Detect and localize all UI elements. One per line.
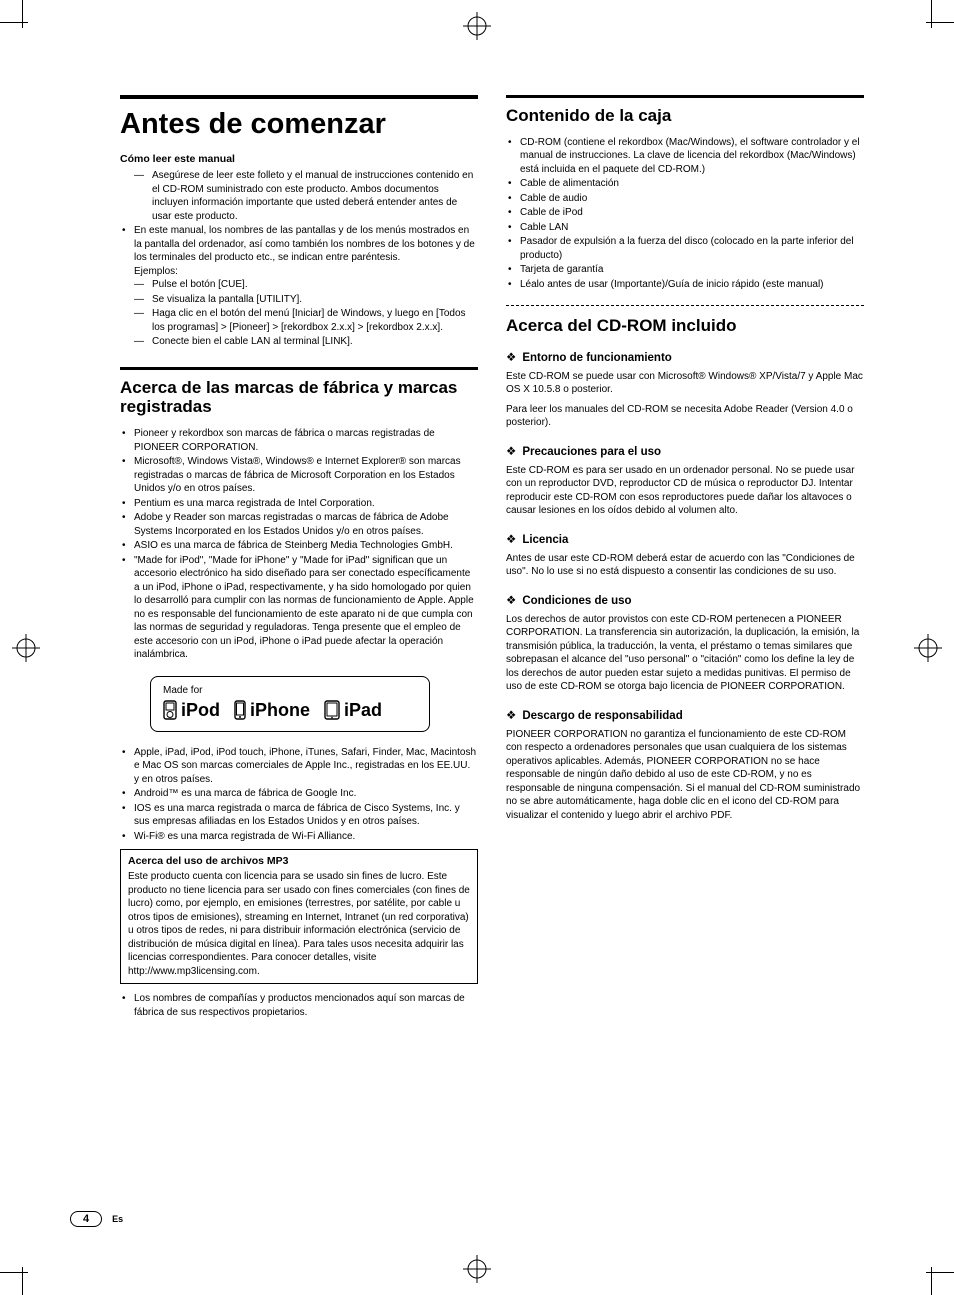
list-item: Los nombres de compañías y productos men… xyxy=(120,992,478,1019)
box-contents-list: CD-ROM (contiene el rekordbox (Mac/Windo… xyxy=(506,136,864,292)
trademarks-list-2: Apple, iPad, iPod, iPod touch, iPhone, i… xyxy=(120,746,478,844)
language-code: Es xyxy=(112,1214,123,1224)
left-column: Antes de comenzar Cómo leer este manual … xyxy=(120,95,478,1020)
list-item: IOS es una marca registrada o marca de f… xyxy=(120,802,478,829)
text: Los derechos de autor provistos con este… xyxy=(506,613,864,694)
badge-text: iPod xyxy=(181,700,220,721)
crop-mark xyxy=(22,0,23,28)
list-item: Cable de iPod xyxy=(506,206,864,220)
list-item: Cable de audio xyxy=(506,192,864,206)
registration-mark-icon xyxy=(463,12,491,40)
badge-text: iPad xyxy=(344,700,382,721)
list-item: Apple, iPad, iPod, iPod touch, iPhone, i… xyxy=(120,746,478,787)
registration-mark-icon xyxy=(463,1255,491,1283)
badge-iphone: iPhone xyxy=(234,700,310,721)
made-for-badge: Made for iPod iPhone iPad xyxy=(150,676,430,732)
list-item: Pioneer y rekordbox son marcas de fábric… xyxy=(120,427,478,454)
mp3-box: Acerca del uso de archivos MP3 Este prod… xyxy=(120,849,478,984)
badge-ipod: iPod xyxy=(163,700,220,721)
list-item: Microsoft®, Windows Vista®, Windows® e I… xyxy=(120,455,478,496)
list-item: Léalo antes de usar (Importante)/Guía de… xyxy=(506,278,864,292)
badge-ipad: iPad xyxy=(324,700,382,721)
heading-cdrom: Acerca del CD-ROM incluido xyxy=(506,305,864,336)
heading-contenido: Contenido de la caja xyxy=(506,95,864,126)
crop-mark xyxy=(931,0,932,28)
list-item: Haga clic en el botón del menú [Iniciar]… xyxy=(134,307,478,334)
list-item: Pasador de expulsión a la fuerza del dis… xyxy=(506,235,864,262)
text: Este CD-ROM se puede usar con Microsoft®… xyxy=(506,370,864,397)
badge-text: iPhone xyxy=(250,700,310,721)
howto-bullet-list: En este manual, los nombres de las panta… xyxy=(120,224,478,349)
list-item: Se visualiza la pantalla [UTILITY]. xyxy=(134,293,478,307)
text: Para leer los manuales del CD-ROM se nec… xyxy=(506,403,864,430)
text: PIONEER CORPORATION no garantiza el func… xyxy=(506,728,864,823)
list-item: Cable LAN xyxy=(506,221,864,235)
mp3-body: Este producto cuenta con licencia para s… xyxy=(128,870,470,978)
list-item: Tarjeta de garantía xyxy=(506,263,864,277)
right-column: Contenido de la caja CD-ROM (contiene el… xyxy=(506,95,864,1020)
list-item: ASIO es una marca de fábrica de Steinber… xyxy=(120,539,478,553)
crop-mark xyxy=(926,1272,954,1273)
examples-list: Pulse el botón [CUE]. Se visualiza la pa… xyxy=(134,278,478,349)
subhead-licencia: Licencia xyxy=(506,532,864,546)
page-footer: 4 Es xyxy=(70,1211,123,1227)
text: En este manual, los nombres de las panta… xyxy=(134,225,475,263)
registration-mark-icon xyxy=(914,634,942,662)
list-item: Pulse el botón [CUE]. xyxy=(134,278,478,292)
registration-mark-icon xyxy=(12,634,40,662)
list-item: CD-ROM (contiene el rekordbox (Mac/Windo… xyxy=(506,136,864,177)
iphone-icon xyxy=(234,700,246,720)
list-item: Asegúrese de leer este folleto y el manu… xyxy=(134,169,478,223)
list-item: En este manual, los nombres de las panta… xyxy=(120,224,478,349)
heading-trademarks: Acerca de las marcas de fábrica y marcas… xyxy=(120,367,478,417)
list-item: Android™ es una marca de fábrica de Goog… xyxy=(120,787,478,801)
page-number: 4 xyxy=(70,1211,102,1227)
mp3-heading: Acerca del uso de archivos MP3 xyxy=(128,855,470,867)
text: Antes de usar este CD-ROM deberá estar d… xyxy=(506,552,864,579)
howto-dash-list: Asegúrese de leer este folleto y el manu… xyxy=(134,169,478,223)
subhead-condiciones: Condiciones de uso xyxy=(506,593,864,607)
subhead-como-leer: Cómo leer este manual xyxy=(120,153,478,165)
subhead-precauciones: Precauciones para el uso xyxy=(506,444,864,458)
list-item: Conecte bien el cable LAN al terminal [L… xyxy=(134,335,478,349)
examples-label: Ejemplos: xyxy=(134,266,178,277)
trademarks-list: Pioneer y rekordbox son marcas de fábric… xyxy=(120,427,478,662)
trademarks-final: Los nombres de compañías y productos men… xyxy=(120,992,478,1019)
list-item: "Made for iPod", "Made for iPhone" y "Ma… xyxy=(120,554,478,662)
list-item: Pentium es una marca registrada de Intel… xyxy=(120,497,478,511)
list-item: Adobe y Reader son marcas registradas o … xyxy=(120,511,478,538)
list-item: Cable de alimentación xyxy=(506,177,864,191)
list-item: Wi-Fi® es una marca registrada de Wi-Fi … xyxy=(120,830,478,844)
subhead-entorno: Entorno de funcionamiento xyxy=(506,350,864,364)
crop-mark xyxy=(926,22,954,23)
heading-antes: Antes de comenzar xyxy=(120,95,478,139)
text: Este CD-ROM es para ser usado en un orde… xyxy=(506,464,864,518)
crop-mark xyxy=(0,1272,28,1273)
crop-mark xyxy=(0,22,28,23)
ipod-icon xyxy=(163,700,177,720)
ipad-icon xyxy=(324,700,340,720)
subhead-descargo: Descargo de responsabilidad xyxy=(506,708,864,722)
page-content: Antes de comenzar Cómo leer este manual … xyxy=(120,95,864,1020)
badge-icons-row: iPod iPhone iPad xyxy=(163,700,417,721)
badge-label: Made for xyxy=(163,685,417,696)
